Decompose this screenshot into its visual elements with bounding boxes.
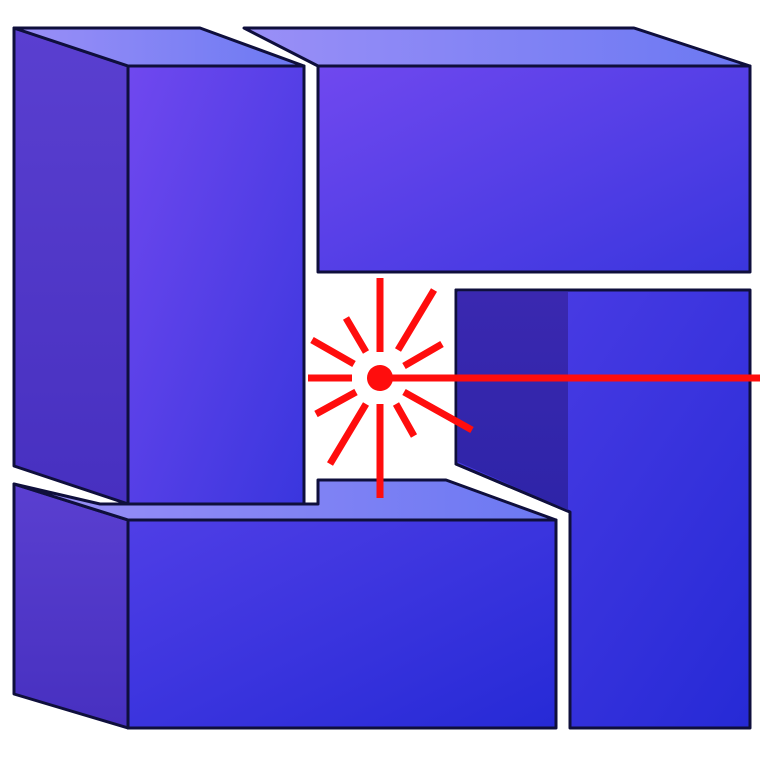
- laser-ray-left-up: [310, 336, 356, 368]
- laser-ray-right-up: [402, 340, 444, 370]
- laser-ray-downleft: [326, 402, 370, 466]
- laser-ray-downright: [392, 402, 418, 438]
- right-middle-block: [454, 288, 752, 730]
- laser-ray-left-down: [314, 388, 358, 418]
- top-right-block: [242, 26, 752, 274]
- laser-ray-right-down: [402, 388, 474, 434]
- laser-focal-point: [367, 365, 393, 391]
- laser-burst: [308, 278, 760, 498]
- top-left-block: [12, 26, 306, 506]
- laser-ray-upright: [394, 288, 438, 352]
- laser-ray-upleft: [342, 316, 370, 354]
- bottom-left-block: [12, 478, 558, 730]
